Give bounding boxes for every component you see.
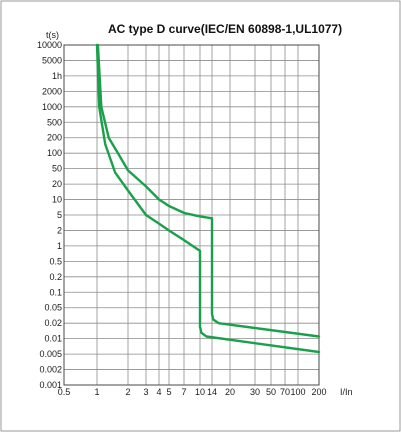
y-tick-label: 50 (52, 164, 62, 174)
y-tick-label: 100 (47, 148, 62, 158)
x-tick-label: 0.5 (58, 387, 71, 397)
x-tick-label: 50 (266, 387, 276, 397)
x-tick-label: 20 (225, 387, 235, 397)
y-tick-label: 20 (52, 179, 62, 189)
y-tick-label: 0.002 (39, 365, 62, 375)
x-tick-label: 30 (250, 387, 260, 397)
x-tick-label: 200 (311, 387, 326, 397)
y-tick-label: 0.1 (49, 287, 62, 297)
x-tick-label: 1 (94, 387, 99, 397)
y-tick-label: 1000 (42, 102, 62, 112)
x-axis-label: I/In (340, 387, 353, 397)
x-tick-label: 5 (166, 387, 171, 397)
y-tick-label: 0.01 (44, 334, 62, 344)
y-tick-label: 0.001 (39, 380, 62, 390)
y-tick-label: 200 (47, 133, 62, 143)
x-tick-label: 70 (280, 387, 290, 397)
x-tick-label: 4 (156, 387, 161, 397)
y-tick-label: 0.005 (39, 349, 62, 359)
y-tick-label: 10000 (37, 40, 62, 50)
plot-area (63, 44, 320, 386)
x-tick-label: 14 (207, 387, 217, 397)
trip-curve-2 (95, 43, 321, 354)
y-tick-label: 0.2 (49, 272, 62, 282)
y-tick-labels: 10000 5000 1h 2000 1000 500 200 100 50 20 10 5 2 1 0.5… (37, 40, 62, 390)
x-tick-label: 3 (143, 387, 148, 397)
y-tick-label: 500 (47, 117, 62, 127)
chart-title: AC type D curve(IEC/EN 60898-1,UL1077) (108, 22, 342, 36)
y-tick-label: 0.02 (44, 318, 62, 328)
x-tick-label: 7 (181, 387, 186, 397)
y-tick-label: 0.5 (49, 256, 62, 266)
y-tick-label: 5 (57, 210, 62, 220)
trip-curve-1 (96, 43, 321, 338)
y-tick-label: 1 (57, 241, 62, 251)
y-axis-label: t(s) (46, 30, 59, 40)
trip-curves (95, 43, 321, 354)
y-tick-label: 2 (57, 225, 62, 235)
y-tick-label: 10 (52, 195, 62, 205)
x-tick-labels: 0.5 1 2 3 4 5 7 10 14 20 30 50 70 100 200 (58, 387, 327, 397)
x-tick-label: 2 (125, 387, 130, 397)
y-tick-label: 0.05 (44, 303, 62, 313)
x-tick-label: 100 (290, 387, 305, 397)
y-tick-label: 2000 (42, 86, 62, 96)
x-tick-label: 10 (195, 387, 205, 397)
y-tick-label: 5000 (42, 55, 62, 65)
y-tick-label: 1h (52, 71, 62, 81)
